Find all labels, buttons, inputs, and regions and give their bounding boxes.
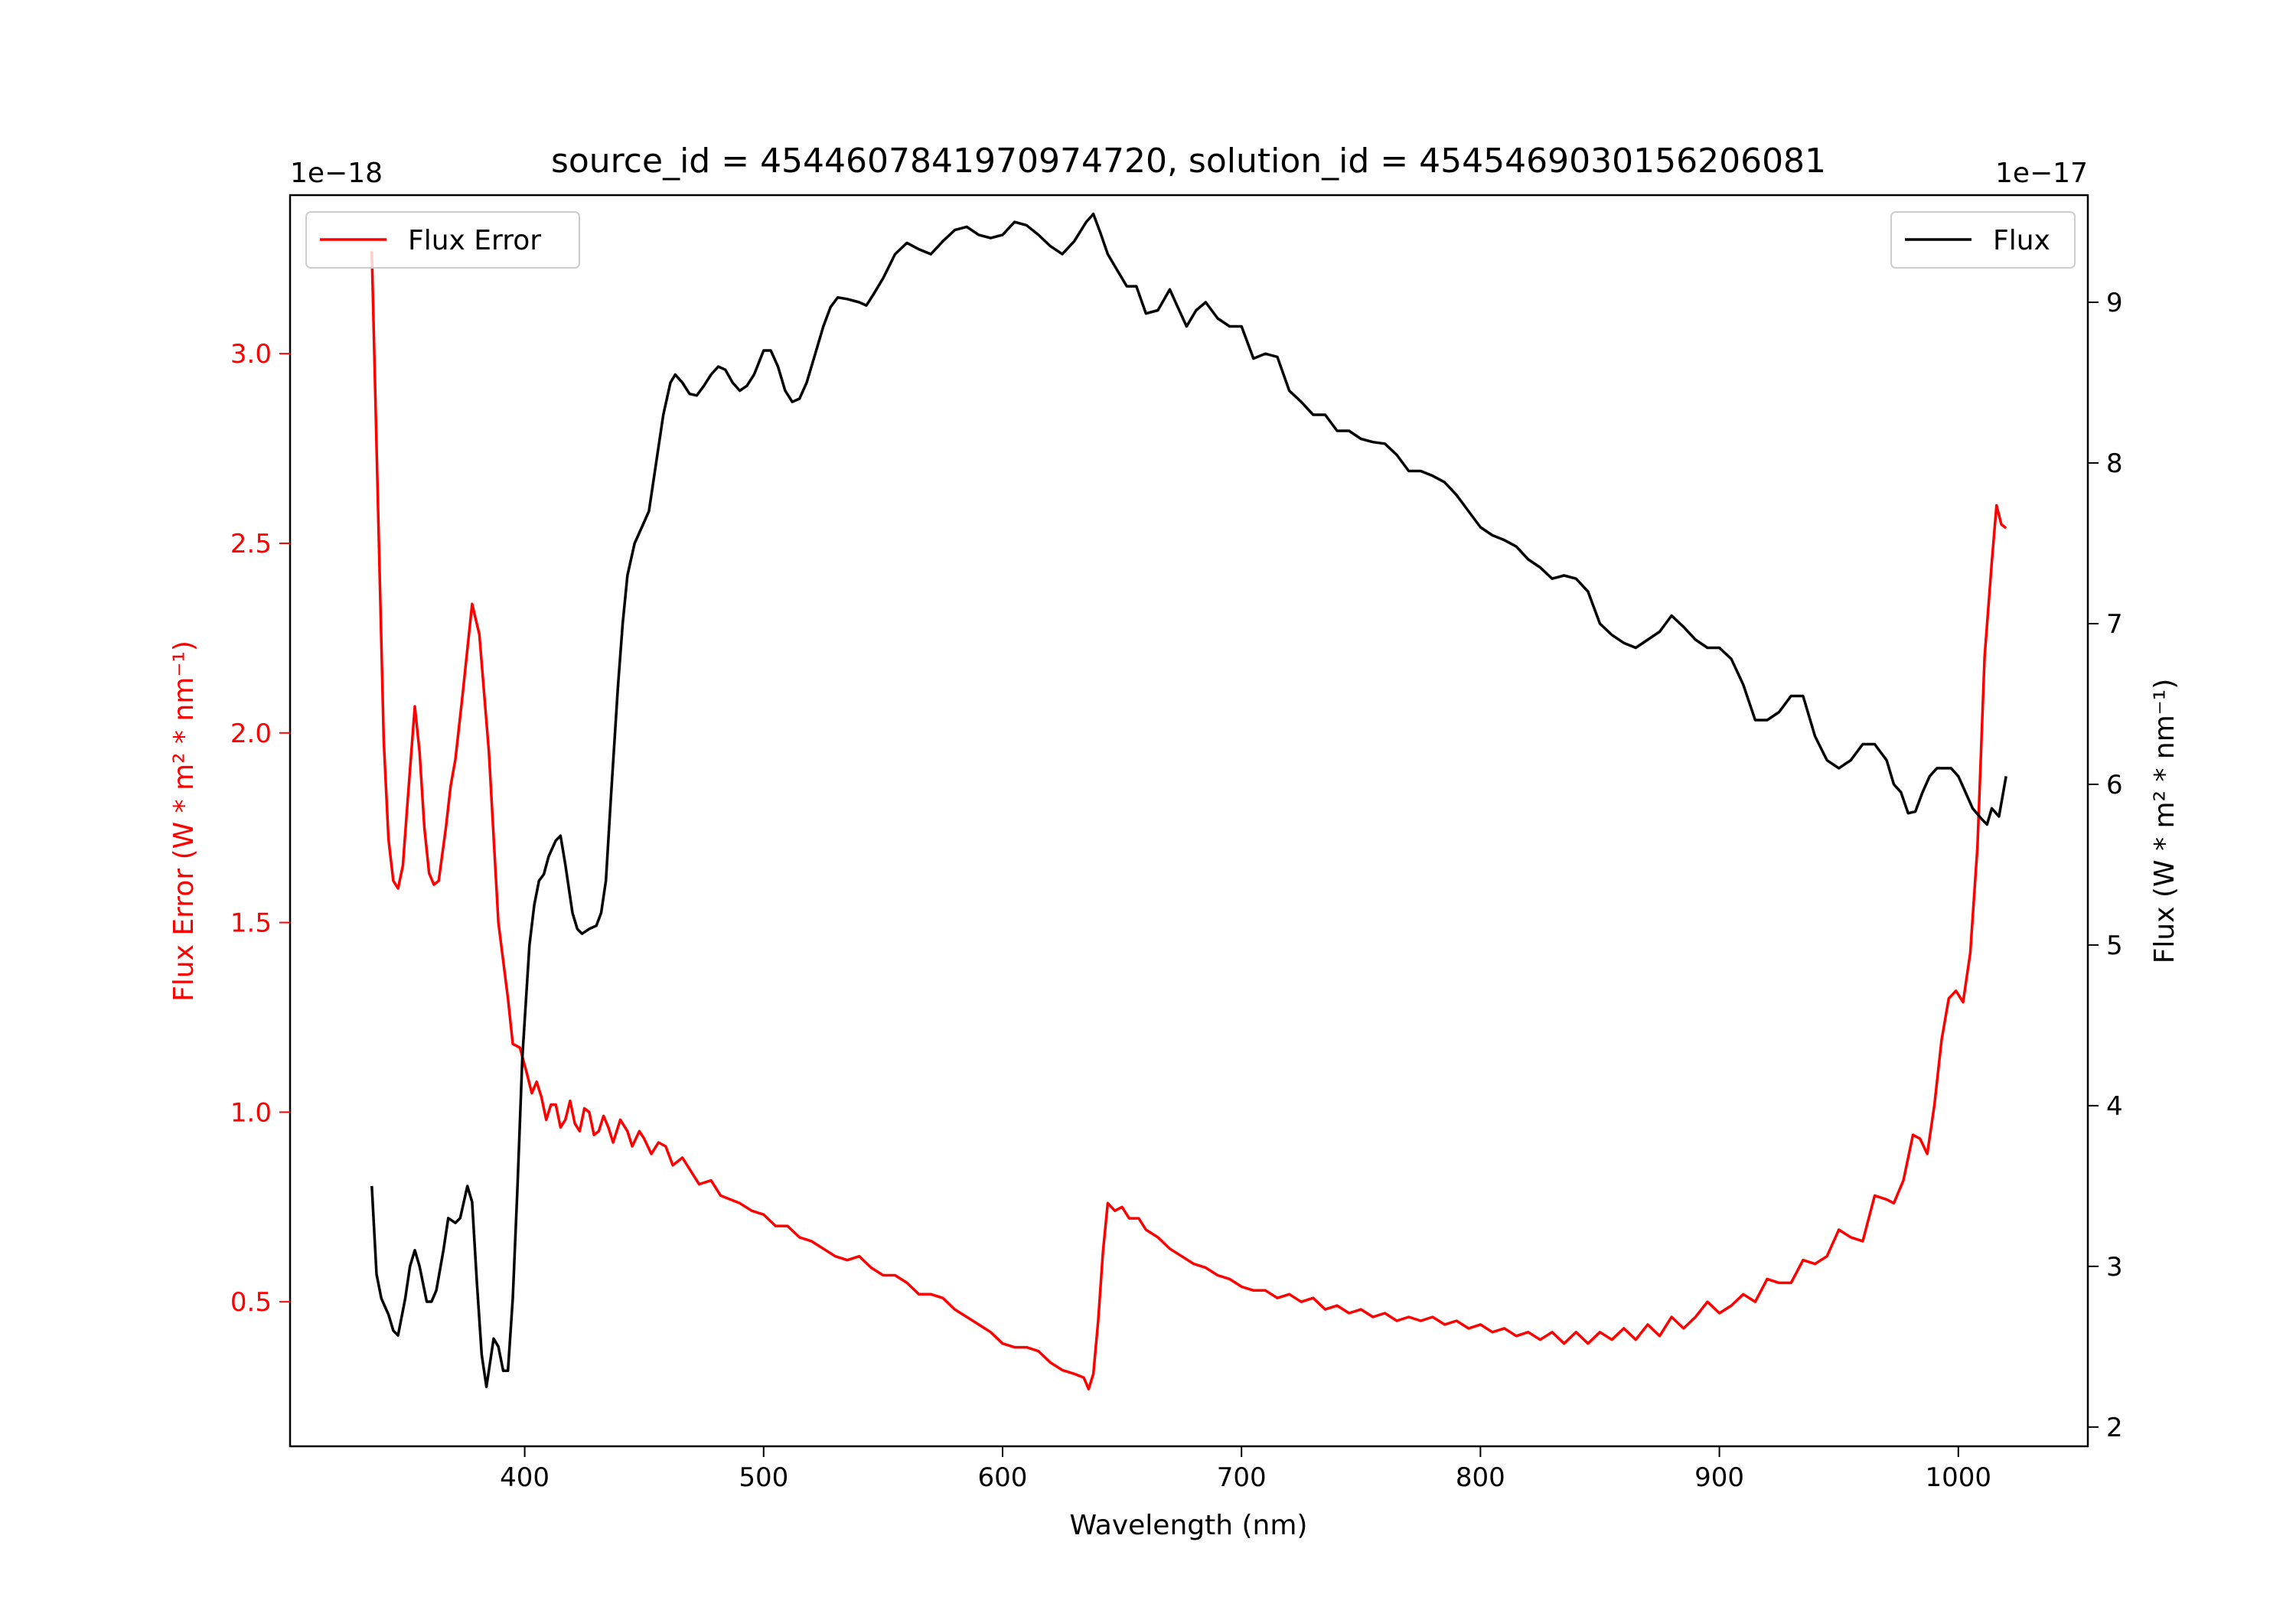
right-y-axis-label: Flux (W * m² * nm⁻¹): [2149, 679, 2180, 964]
left-y-tick-label: 1.0: [230, 1097, 272, 1128]
chart-title: source_id = 4544607841970974720, solutio…: [551, 142, 1826, 181]
left-y-tick-label: 2.5: [230, 529, 272, 559]
legend-label-flux: Flux: [1993, 225, 2050, 256]
x-tick-label: 500: [739, 1462, 788, 1493]
right-y-tick-label: 6: [2106, 770, 2123, 800]
right-y-tick-label: 7: [2106, 609, 2123, 640]
left-y-tick-label: 3.0: [230, 339, 272, 370]
right-y-tick-label: 3: [2106, 1252, 2123, 1283]
series-line-flux-error: [370, 251, 2007, 1390]
x-axis-label: Wavelength (nm): [1070, 1510, 1308, 1541]
x-tick-label: 600: [978, 1462, 1028, 1493]
legend-box: [1890, 211, 2076, 269]
right-axis-offset: 1e−17: [1995, 158, 2088, 189]
legend-flux: Flux: [1890, 211, 2076, 269]
x-tick-label: 700: [1217, 1462, 1267, 1493]
legend-box: [305, 211, 580, 269]
x-tick-label: 400: [500, 1462, 550, 1493]
legend-flux-error: Flux Error: [305, 211, 580, 269]
series-line-flux: [370, 212, 2007, 1389]
right-y-tick-label: 8: [2106, 448, 2123, 479]
plot-frame: [289, 194, 2089, 1448]
right-y-tick-label: 9: [2106, 288, 2123, 318]
x-tick-label: 900: [1694, 1462, 1744, 1493]
right-y-tick-label: 4: [2106, 1091, 2123, 1122]
left-y-axis-label: Flux Error (W * m² * nm⁻¹): [168, 641, 200, 1002]
x-tick-label: 800: [1456, 1462, 1505, 1493]
left-y-tick-label: 2.0: [230, 719, 272, 749]
x-tick-label: 1000: [1926, 1462, 1992, 1493]
right-y-tick-label: 2: [2106, 1413, 2123, 1443]
left-y-tick-label: 0.5: [230, 1287, 272, 1318]
legend-label-flux-error: Flux Error: [408, 225, 541, 256]
left-y-tick-label: 1.5: [230, 908, 272, 939]
right-y-tick-label: 5: [2106, 931, 2123, 961]
left-axis-offset: 1e−18: [290, 158, 383, 189]
